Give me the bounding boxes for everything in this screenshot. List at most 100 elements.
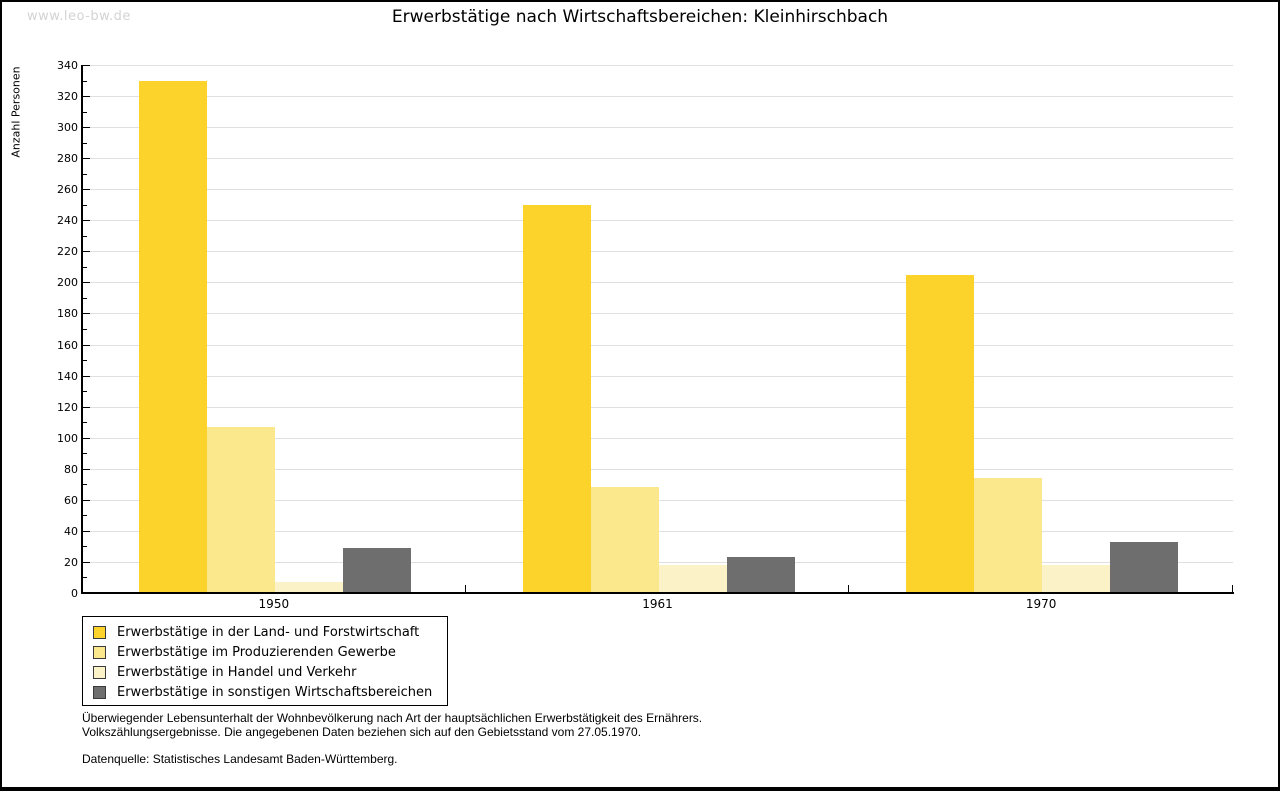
y-major-tick bbox=[83, 530, 90, 532]
watermark: www.leo-bw.de bbox=[27, 9, 131, 24]
y-minor-tick bbox=[83, 484, 87, 486]
x-boundary-tick bbox=[848, 585, 850, 593]
legend-swatch-series-2 bbox=[93, 645, 106, 659]
bar-1961-series-2 bbox=[590, 487, 659, 593]
y-minor-tick bbox=[83, 329, 87, 330]
gridline bbox=[82, 437, 1233, 439]
x-tick-label: 1970 bbox=[1025, 597, 1057, 611]
legend-item-label: Erwerbstätige in Handel und Verkehr bbox=[117, 664, 357, 680]
y-tick-label: 260 bbox=[57, 183, 78, 197]
y-major-tick bbox=[83, 220, 90, 222]
gridline bbox=[82, 65, 1233, 66]
y-major-tick bbox=[83, 375, 90, 377]
y-major-tick bbox=[83, 127, 90, 129]
x-tick-label: 1961 bbox=[642, 597, 673, 611]
y-tick-label: 160 bbox=[57, 338, 78, 352]
gridline bbox=[82, 406, 1233, 408]
y-major-tick bbox=[83, 313, 90, 315]
bar-1970-series-2 bbox=[974, 478, 1043, 593]
y-tick-label: 280 bbox=[57, 152, 78, 166]
y-tick-label: 220 bbox=[57, 245, 78, 259]
y-major-tick bbox=[83, 158, 90, 160]
legend-item-label: Erwerbstätige in sonstigen Wirtschaftsbe… bbox=[117, 684, 433, 700]
y-minor-tick bbox=[83, 577, 87, 579]
y-major-tick bbox=[83, 468, 90, 470]
gridline bbox=[82, 189, 1233, 191]
bar-1950-series-4 bbox=[343, 547, 411, 593]
y-minor-tick bbox=[83, 453, 87, 455]
y-major-tick bbox=[83, 96, 90, 98]
y-major-tick bbox=[83, 282, 90, 284]
y-minor-tick bbox=[83, 111, 87, 113]
y-major-tick bbox=[83, 65, 90, 66]
y-minor-tick bbox=[83, 204, 87, 206]
y-axis-line bbox=[81, 65, 83, 593]
y-minor-tick bbox=[83, 235, 87, 237]
gridline bbox=[82, 468, 1233, 470]
y-tick-label: 120 bbox=[57, 400, 78, 414]
gridline bbox=[82, 96, 1233, 98]
legend-item-label: Erwerbstätige in der Land- und Forstwirt… bbox=[117, 624, 420, 640]
y-major-tick bbox=[83, 251, 90, 253]
y-tick-label: 300 bbox=[57, 121, 78, 135]
y-major-tick bbox=[83, 406, 90, 408]
legend-swatch-series-4 bbox=[93, 685, 106, 699]
legend-item-label: Erwerbstätige im Produzierenden Gewerbe bbox=[117, 644, 396, 660]
y-tick-label: 140 bbox=[57, 369, 78, 383]
y-tick-label: 100 bbox=[57, 431, 78, 445]
bar-1970-series-4 bbox=[1110, 541, 1179, 593]
y-minor-tick bbox=[83, 391, 87, 393]
y-tick-label: 20 bbox=[64, 555, 78, 569]
gridline bbox=[82, 344, 1233, 346]
bar-1950-series-2 bbox=[207, 426, 275, 593]
y-minor-tick bbox=[83, 422, 87, 424]
footnote-line-2: Volkszählungsergebnisse. Die angegebenen… bbox=[82, 724, 642, 739]
bar-1950-series-3 bbox=[275, 582, 343, 593]
y-major-tick bbox=[83, 499, 90, 501]
y-minor-tick bbox=[83, 80, 87, 82]
y-tick-label: 40 bbox=[64, 524, 78, 538]
legend-swatch-series-1 bbox=[93, 625, 106, 639]
y-minor-tick bbox=[83, 297, 87, 299]
y-tick-label: 60 bbox=[64, 493, 78, 507]
footnotes: Überwiegender Lebensunterhalt der Wohnbe… bbox=[82, 711, 703, 767]
y-tick-label: 0 bbox=[71, 587, 78, 600]
y-tick-label: 200 bbox=[57, 276, 78, 290]
y-major-tick bbox=[83, 344, 90, 346]
gridline bbox=[82, 158, 1233, 160]
y-tick-label: 240 bbox=[57, 214, 78, 228]
legend-item: Erwerbstätige in sonstigen Wirtschaftsbe… bbox=[93, 684, 437, 700]
bar-1961-series-4 bbox=[726, 557, 795, 593]
y-major-tick bbox=[83, 437, 90, 439]
x-boundary-tick bbox=[1232, 585, 1233, 593]
bar-1970-series-3 bbox=[1042, 565, 1111, 593]
gridline bbox=[82, 251, 1233, 253]
legend: Erwerbstätige in der Land- und Forstwirt… bbox=[82, 616, 448, 706]
gridline bbox=[82, 375, 1233, 377]
bar-1970-series-1 bbox=[906, 274, 975, 593]
gridline bbox=[82, 220, 1233, 222]
y-tick-label: 80 bbox=[64, 462, 78, 476]
footnote-line-1: Überwiegender Lebensunterhalt der Wohnbe… bbox=[82, 711, 703, 725]
y-major-tick bbox=[83, 189, 90, 191]
legend-swatch-series-3 bbox=[93, 665, 106, 679]
bar-1961-series-1 bbox=[522, 204, 591, 593]
y-tick-label: 340 bbox=[57, 59, 78, 72]
bar-1961-series-3 bbox=[658, 565, 727, 593]
y-major-tick bbox=[83, 561, 90, 563]
x-boundary-tick bbox=[464, 585, 466, 593]
bar-1950-series-1 bbox=[139, 80, 207, 593]
y-minor-tick bbox=[83, 173, 87, 175]
gridline bbox=[82, 127, 1233, 129]
gridline bbox=[82, 282, 1233, 284]
y-minor-tick bbox=[83, 142, 87, 144]
data-source: Datenquelle: Statistisches Landesamt Bad… bbox=[82, 752, 398, 766]
x-axis-line bbox=[81, 592, 1234, 594]
legend-item: Erwerbstätige in der Land- und Forstwirt… bbox=[93, 624, 437, 640]
legend-item: Erwerbstätige in Handel und Verkehr bbox=[93, 664, 437, 680]
legend-item: Erwerbstätige im Produzierenden Gewerbe bbox=[93, 644, 437, 660]
y-minor-tick bbox=[83, 515, 87, 517]
y-tick-label: 180 bbox=[57, 307, 78, 321]
gridline bbox=[82, 313, 1233, 315]
